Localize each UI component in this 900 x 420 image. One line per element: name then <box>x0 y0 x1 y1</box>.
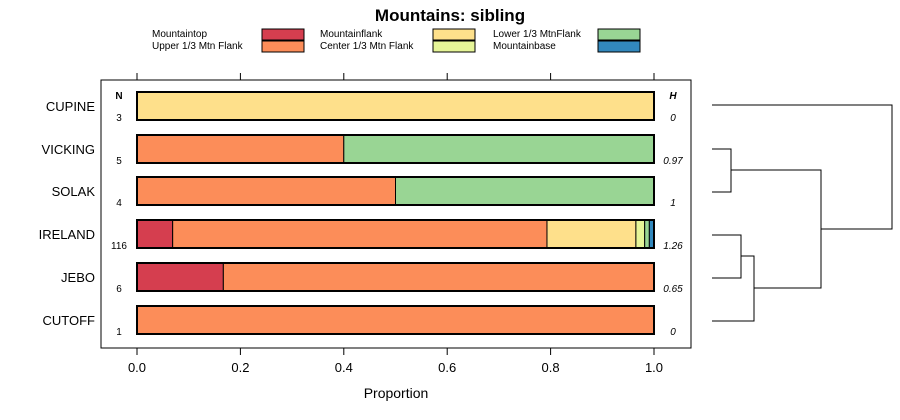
bar-segment <box>395 176 655 206</box>
row-h-value: 0 <box>670 113 676 124</box>
legend-swatch <box>432 40 476 53</box>
bar-outline <box>136 219 655 249</box>
n-header: N <box>115 91 122 102</box>
bar-segment <box>136 91 655 121</box>
row-n-value: 4 <box>116 198 122 209</box>
x-axis-label: Proportion <box>364 385 429 401</box>
bar-outline <box>136 305 655 335</box>
x-tick-label: 0.8 <box>542 360 560 375</box>
row-n-value: 116 <box>111 241 127 252</box>
legend-swatch <box>597 28 641 41</box>
x-tick-label: 0.0 <box>128 360 146 375</box>
bar-segment <box>136 305 655 335</box>
x-tick-label: 0.6 <box>438 360 456 375</box>
bar-segment <box>546 219 637 249</box>
x-tick-label: 0.4 <box>335 360 353 375</box>
bars <box>136 91 655 335</box>
bar-segment <box>222 262 655 292</box>
dendrogram-link-cupine <box>712 104 893 230</box>
legend-swatch <box>597 40 641 53</box>
bar-outline <box>136 262 655 292</box>
legend-label: Center 1/3 Mtn Flank <box>320 41 414 52</box>
row-label: SOLAK <box>52 184 96 199</box>
legend-label: Mountainbase <box>493 41 556 52</box>
bar-segment <box>136 134 345 164</box>
h-header: H <box>669 91 677 102</box>
row-n-value: 1 <box>116 327 122 338</box>
bar-segment <box>136 176 396 206</box>
legend-swatch <box>261 40 305 53</box>
row-h-value: 0.97 <box>663 156 683 167</box>
x-axis: 0.0 0.2 0.4 0.6 0.8 1.0 <box>128 73 663 375</box>
row-n-value: 3 <box>116 113 122 124</box>
bar-outline <box>136 134 655 164</box>
dendrogram <box>712 104 893 322</box>
row-label: JEBO <box>61 270 95 285</box>
bar-segment <box>136 219 174 249</box>
bar-outline <box>136 176 655 206</box>
row-label: VICKING <box>42 142 95 157</box>
bar-outline <box>136 91 655 121</box>
row-h-value: 1.26 <box>663 241 683 252</box>
dendrogram-link-ireland-jebo <box>712 234 742 279</box>
legend-label: Upper 1/3 Mtn Flank <box>152 41 244 52</box>
x-tick-label: 0.2 <box>231 360 249 375</box>
bar-segment <box>172 219 548 249</box>
legend-swatch <box>261 28 305 41</box>
legend-swatch <box>432 28 476 41</box>
legend-label: Mountainflank <box>320 29 383 40</box>
bar-segment <box>644 219 650 249</box>
row-labels: CUPINE 3 0 VICKING 5 0.97 SOLAK 4 1 IRELAND 116 1.2… <box>39 99 684 338</box>
row-label: CUPINE <box>46 99 95 114</box>
x-tick-label: 1.0 <box>645 360 663 375</box>
legend-label: Lower 1/3 MtnFlank <box>493 29 582 40</box>
row-h-value: 0 <box>670 327 676 338</box>
bar-segment <box>635 219 646 249</box>
chart-title: Mountains: sibling <box>375 6 525 25</box>
row-n-value: 5 <box>116 156 122 167</box>
row-h-value: 0.65 <box>663 284 683 295</box>
dendrogram-link-cutoff <box>712 255 755 322</box>
plot-frame <box>100 79 692 349</box>
row-label: CUTOFF <box>43 313 96 328</box>
row-n-value: 6 <box>116 284 122 295</box>
row-label: IRELAND <box>39 227 95 242</box>
row-h-value: 1 <box>670 198 676 209</box>
legend-label: Mountaintop <box>152 29 207 40</box>
bar-segment <box>136 262 224 292</box>
bar-segment <box>343 134 655 164</box>
dendrogram-link-lower-groups <box>731 169 822 289</box>
dendrogram-link-vicking-solak <box>712 148 732 193</box>
